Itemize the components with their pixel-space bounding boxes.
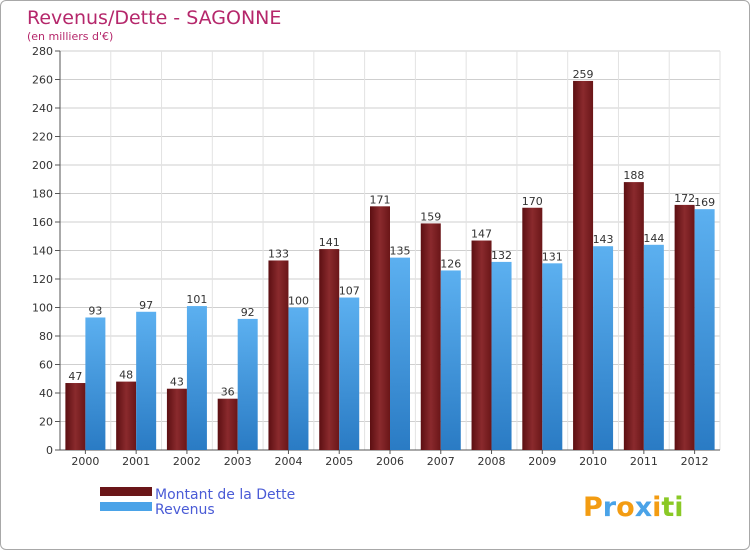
bar-revenus [136,311,157,450]
bar-revenus [643,244,664,450]
bar-debt [116,381,137,450]
y-tick-label: 80 [39,330,53,343]
value-label: 43 [170,376,184,389]
x-tick-label: 2004 [274,455,302,468]
bar-revenus [186,306,207,450]
value-label: 131 [542,250,563,263]
x-tick-label: 2012 [681,455,709,468]
value-label: 171 [370,193,391,206]
value-label: 259 [573,68,594,81]
bar-revenus [694,209,715,450]
value-label: 169 [694,196,715,209]
chart-subtitle: (en milliers d'€) [27,30,113,43]
y-tick-label: 20 [39,416,53,429]
x-tick-label: 2009 [528,455,556,468]
bar-debt [573,80,594,451]
x-tick-label: 2000 [71,455,99,468]
bar-debt [65,383,86,450]
value-label: 36 [221,386,235,399]
value-label: 100 [288,295,309,308]
value-label: 92 [241,306,255,319]
value-label: 141 [319,236,340,249]
legend-swatch-revenus [100,502,152,511]
chart-title: Revenus/Dette - SAGONNE [27,7,281,29]
logo-letter: i [652,492,661,523]
x-tick-label: 2003 [224,455,252,468]
legend-swatch-debt [100,487,152,496]
value-label: 97 [139,299,153,312]
value-label: 47 [68,370,82,383]
bar-revenus [491,261,512,450]
legend-label-debt: Montant de la Dette [155,487,295,503]
bar-revenus [339,297,360,450]
value-label: 126 [440,257,461,270]
bar-debt [522,207,543,450]
value-label: 147 [471,228,492,241]
y-tick-label: 200 [32,159,53,172]
value-label: 159 [420,210,441,223]
logo-letter: x [635,492,652,523]
value-label: 107 [339,285,360,298]
bar-debt [370,206,390,450]
value-labels: 47 93 48 97 43 101 36 92 133 100 141 107 171 135 159 12… [68,68,715,399]
x-tick-label: 2010 [579,455,607,468]
bar-revenus [593,246,614,450]
logo-letter: t [661,492,674,523]
value-label: 172 [674,192,695,205]
y-tick-label: 220 [32,131,53,144]
bar-revenus [390,257,410,450]
value-label: 143 [593,233,614,246]
y-tick-label: 0 [46,444,53,457]
y-tick-label: 260 [32,74,53,87]
x-tick-label: 2011 [630,455,658,468]
y-tick-label: 180 [32,188,53,201]
logo-letter: o [616,492,635,523]
bar-revenus [288,307,309,450]
x-tick-label: 2007 [427,455,455,468]
y-tick-label: 40 [39,387,53,400]
value-label: 135 [390,245,411,258]
logo-letter: r [603,492,617,523]
bar-debt [623,182,644,450]
x-tick-label: 2006 [376,455,404,468]
x-tick-label: 2001 [122,455,150,468]
value-label: 132 [491,249,512,262]
logo-letter: i [674,492,683,523]
bar-revenus [85,317,106,450]
y-tick-label: 160 [32,216,53,229]
x-tick-label: 2002 [173,455,201,468]
x-tick-label: 2005 [325,455,353,468]
y-tick-label: 100 [32,302,53,315]
value-label: 101 [186,293,207,306]
value-label: 93 [88,304,102,317]
bar-debt [268,260,289,450]
bar-revenus [440,270,461,450]
legend: Montant de la Dette Revenus [100,487,295,518]
bars [65,80,715,451]
y-tick-label: 120 [32,273,53,286]
logo-letter: P [583,492,603,523]
value-label: 170 [522,195,543,208]
proxiti-logo: Proxiti [583,492,684,523]
legend-label-revenus: Revenus [155,502,215,518]
bar-debt [319,249,340,450]
bar-debt [471,240,492,450]
bar-debt [420,223,441,450]
bar-revenus [542,263,563,450]
x-axis: 2000 2001 2002 2003 2004 2005 2006 2007 2008 2009… [71,450,709,468]
bar-revenus [237,318,258,450]
bar-debt [217,398,238,450]
y-tick-label: 140 [32,245,53,258]
value-label: 144 [643,232,664,245]
value-label: 133 [268,247,289,260]
bar-debt [166,388,187,450]
bar-debt [674,204,695,450]
x-tick-label: 2008 [478,455,506,468]
value-label: 188 [623,169,644,182]
y-tick-label: 240 [32,102,53,115]
y-tick-label: 60 [39,359,53,372]
y-tick-label: 280 [32,45,53,58]
value-label: 48 [119,369,133,382]
